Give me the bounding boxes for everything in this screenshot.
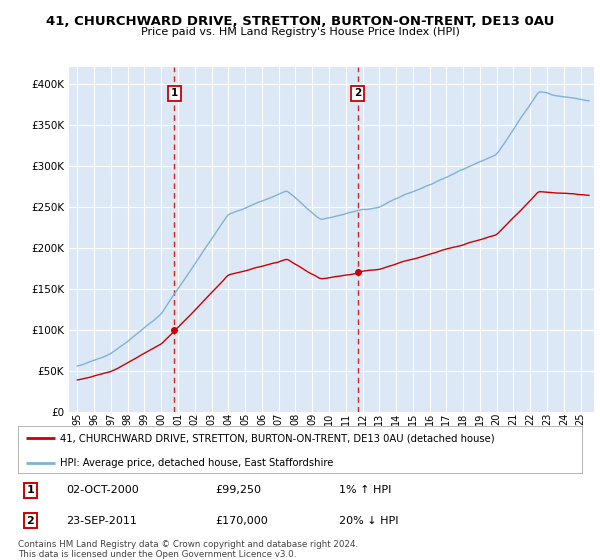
Text: 41, CHURCHWARD DRIVE, STRETTON, BURTON-ON-TRENT, DE13 0AU (detached house): 41, CHURCHWARD DRIVE, STRETTON, BURTON-O… [60, 433, 495, 444]
Text: 2: 2 [26, 516, 34, 526]
Text: £99,250: £99,250 [215, 486, 262, 496]
Text: 2: 2 [354, 88, 361, 99]
Text: 1% ↑ HPI: 1% ↑ HPI [340, 486, 392, 496]
Text: HPI: Average price, detached house, East Staffordshire: HPI: Average price, detached house, East… [60, 458, 334, 468]
Text: Price paid vs. HM Land Registry's House Price Index (HPI): Price paid vs. HM Land Registry's House … [140, 27, 460, 37]
Text: 20% ↓ HPI: 20% ↓ HPI [340, 516, 399, 526]
Text: 41, CHURCHWARD DRIVE, STRETTON, BURTON-ON-TRENT, DE13 0AU: 41, CHURCHWARD DRIVE, STRETTON, BURTON-O… [46, 15, 554, 27]
Text: £170,000: £170,000 [215, 516, 268, 526]
Text: 23-SEP-2011: 23-SEP-2011 [66, 516, 137, 526]
Text: Contains HM Land Registry data © Crown copyright and database right 2024.
This d: Contains HM Land Registry data © Crown c… [18, 540, 358, 559]
Text: 1: 1 [26, 486, 34, 496]
Text: 1: 1 [170, 88, 178, 99]
Text: 02-OCT-2000: 02-OCT-2000 [66, 486, 139, 496]
